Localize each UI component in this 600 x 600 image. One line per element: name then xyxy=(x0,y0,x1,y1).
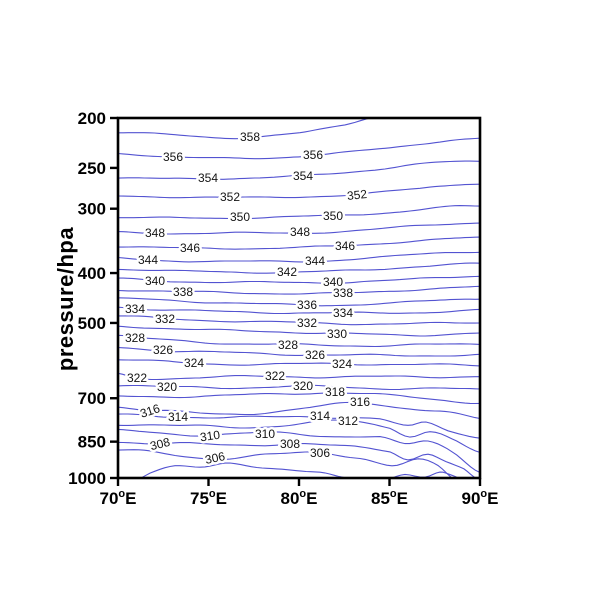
y-tick-label-1000: 1000 xyxy=(68,469,106,488)
contour-label-334: 334 xyxy=(125,302,145,316)
contour-label-306: 306 xyxy=(204,449,227,467)
contour-line-332 xyxy=(118,315,480,326)
contour-label-330: 330 xyxy=(327,327,347,341)
contour-line-338 xyxy=(118,285,480,295)
contour-label-316: 316 xyxy=(350,395,370,409)
contour-line-340 xyxy=(118,275,480,284)
contour-label-354: 354 xyxy=(293,169,313,183)
contour-lines-group xyxy=(118,118,480,478)
contour-label-324: 324 xyxy=(332,357,352,371)
contour-line-304 xyxy=(139,462,345,478)
contour-label-352: 352 xyxy=(220,190,240,204)
contour-label-348: 348 xyxy=(145,226,165,240)
contour-line-350 xyxy=(118,205,480,220)
contour-label-334: 334 xyxy=(333,306,353,320)
contour-label-354: 354 xyxy=(198,171,218,185)
y-axis-title: pressure/hpa xyxy=(53,226,78,372)
contour-label-326: 326 xyxy=(153,343,173,357)
x-tick-label-70E: 70oE xyxy=(100,488,137,508)
contour-label-332: 332 xyxy=(297,316,317,330)
y-tick-label-200: 200 xyxy=(78,109,106,128)
contour-label-320: 320 xyxy=(157,380,177,394)
contour-line-344 xyxy=(118,251,480,263)
contour-label-308: 308 xyxy=(149,435,172,454)
contour-label-348: 348 xyxy=(290,225,310,239)
contour-label-328: 328 xyxy=(278,338,298,352)
contour-label-338: 338 xyxy=(333,286,353,300)
contour-label-332: 332 xyxy=(155,312,175,326)
contour-line-314 xyxy=(118,413,480,439)
contour-line-348 xyxy=(118,222,480,235)
contour-line-358 xyxy=(118,118,372,140)
y-tick-label-250: 250 xyxy=(78,159,106,178)
contour-line-306 xyxy=(118,449,453,478)
contour-label-356: 356 xyxy=(163,150,183,164)
contour-line-342 xyxy=(118,262,480,274)
contour-label-310: 310 xyxy=(199,428,221,445)
contour-label-320: 320 xyxy=(293,379,313,393)
contour-label-314: 314 xyxy=(310,409,330,423)
contour-label-310: 310 xyxy=(255,427,275,441)
x-tick-label-75E: 75oE xyxy=(190,488,227,508)
contour-label-322: 322 xyxy=(265,369,285,383)
contour-line-312 xyxy=(118,419,480,453)
contour-line-304 xyxy=(389,471,461,478)
contour-label-306: 306 xyxy=(310,446,330,460)
contour-label-324: 324 xyxy=(184,356,204,370)
contour-line-324 xyxy=(118,359,480,367)
contour-line-354 xyxy=(118,160,480,180)
contour-line-328 xyxy=(118,334,480,348)
y-tick-label-500: 500 xyxy=(78,314,106,333)
contour-label-338: 338 xyxy=(173,285,193,299)
contour-label-346: 346 xyxy=(180,241,200,255)
contour-label-356: 356 xyxy=(303,148,323,162)
contour-label-342: 342 xyxy=(277,265,297,279)
contour-label-322: 322 xyxy=(127,371,147,385)
x-tick-label-85E: 85oE xyxy=(371,488,408,508)
contour-label-328: 328 xyxy=(125,331,145,345)
contour-label-358: 358 xyxy=(240,130,260,144)
y-tick-label-400: 400 xyxy=(78,264,106,283)
contour-label-326: 326 xyxy=(305,348,325,362)
contour-line-352 xyxy=(118,183,480,199)
contour-label-314: 314 xyxy=(168,410,188,424)
contour-label-344: 344 xyxy=(305,254,325,268)
contour-label-340: 340 xyxy=(323,275,343,289)
contour-label-346: 346 xyxy=(335,239,355,253)
contour-line-318 xyxy=(118,392,480,405)
contour-line-356 xyxy=(118,137,480,160)
contour-line-320 xyxy=(118,384,480,391)
contour-label-316: 316 xyxy=(138,401,162,421)
contour-line-322 xyxy=(118,372,480,381)
contour-label-308: 308 xyxy=(280,437,300,451)
contour-label-312: 312 xyxy=(338,414,358,428)
contour-line-330 xyxy=(118,325,480,337)
contour-line-316 xyxy=(118,401,480,420)
contour-line-336 xyxy=(118,297,480,307)
contour-label-352: 352 xyxy=(346,187,368,203)
contour-label-318: 318 xyxy=(325,385,345,399)
y-tick-label-300: 300 xyxy=(78,200,106,219)
contour-label-344: 344 xyxy=(138,253,158,267)
contour-label-350: 350 xyxy=(230,210,250,224)
contour-line-310 xyxy=(118,428,480,473)
x-tick-label-80E: 80oE xyxy=(281,488,318,508)
y-tick-label-850: 850 xyxy=(78,433,106,452)
contour-label-340: 340 xyxy=(145,274,165,288)
contour-line-346 xyxy=(118,236,480,250)
contour-line-334 xyxy=(118,306,480,315)
contour-label-336: 336 xyxy=(297,298,317,312)
contour-label-350: 350 xyxy=(323,209,343,223)
contour-line-308 xyxy=(118,441,478,478)
x-tick-label-90E: 90oE xyxy=(462,488,499,508)
contour-line-326 xyxy=(118,346,480,357)
y-tick-label-700: 700 xyxy=(78,389,106,408)
